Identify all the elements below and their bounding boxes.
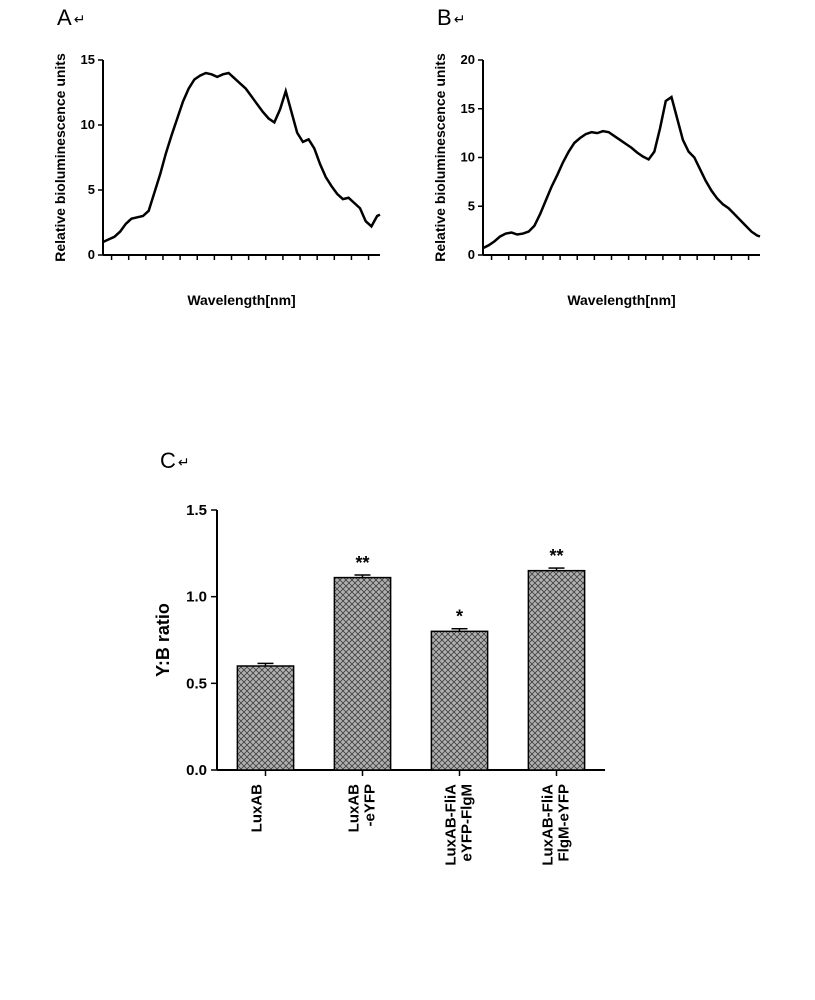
svg-text:15: 15 bbox=[461, 101, 475, 116]
panel-a-label: A↵ bbox=[57, 5, 85, 31]
svg-text:0: 0 bbox=[468, 247, 475, 262]
panel-c-label: C↵ bbox=[160, 448, 190, 474]
svg-text:Y:B ratio: Y:B ratio bbox=[153, 603, 173, 677]
svg-text:LuxAB-FliA: LuxAB-FliA bbox=[443, 784, 460, 866]
svg-text:**: ** bbox=[355, 553, 369, 573]
svg-text:1.0: 1.0 bbox=[186, 589, 207, 606]
panel-c-arrow: ↵ bbox=[178, 454, 190, 470]
svg-text:LuxAB: LuxAB bbox=[346, 784, 363, 833]
svg-text:LuxAB-FliA: LuxAB-FliA bbox=[540, 784, 557, 866]
svg-text:10: 10 bbox=[461, 150, 475, 165]
panel-b-arrow: ↵ bbox=[454, 11, 466, 27]
svg-text:10: 10 bbox=[81, 117, 95, 132]
svg-text:**: ** bbox=[549, 546, 563, 566]
chart-c: 0.00.51.01.5Y:B ratioLuxAB**LuxAB-eYFP*L… bbox=[145, 475, 645, 975]
svg-text:Wavelength[nm]: Wavelength[nm] bbox=[567, 292, 675, 308]
panel-b-label: B↵ bbox=[437, 5, 465, 31]
svg-text:LuxAB: LuxAB bbox=[249, 784, 266, 833]
svg-text:20: 20 bbox=[461, 52, 475, 67]
panel-c-letter: C bbox=[160, 448, 176, 473]
svg-text:1.5: 1.5 bbox=[186, 502, 207, 519]
svg-text:0: 0 bbox=[88, 247, 95, 262]
svg-text:15: 15 bbox=[81, 52, 95, 67]
svg-text:0.0: 0.0 bbox=[186, 762, 207, 779]
chart-a: 0510154104224344464584704824945065185305… bbox=[45, 35, 395, 325]
svg-text:*: * bbox=[456, 607, 463, 627]
svg-text:-eYFP: -eYFP bbox=[362, 784, 379, 827]
svg-text:Relative bioluminescence units: Relative bioluminescence units bbox=[432, 53, 448, 262]
panel-a-arrow: ↵ bbox=[74, 11, 86, 27]
svg-text:5: 5 bbox=[468, 198, 475, 213]
svg-text:Wavelength[nm]: Wavelength[nm] bbox=[187, 292, 295, 308]
chart-b: 0510152041042243444645847048249450651853… bbox=[425, 35, 775, 325]
svg-text:Relative bioluminescence units: Relative bioluminescence units bbox=[52, 53, 68, 262]
svg-text:5: 5 bbox=[88, 182, 95, 197]
panel-b-letter: B bbox=[437, 5, 452, 30]
panel-a-letter: A bbox=[57, 5, 72, 30]
svg-text:eYFP-FlgM: eYFP-FlgM bbox=[459, 784, 476, 862]
svg-text:0.5: 0.5 bbox=[186, 675, 207, 692]
svg-text:FlgM-eYFP: FlgM-eYFP bbox=[556, 784, 573, 862]
